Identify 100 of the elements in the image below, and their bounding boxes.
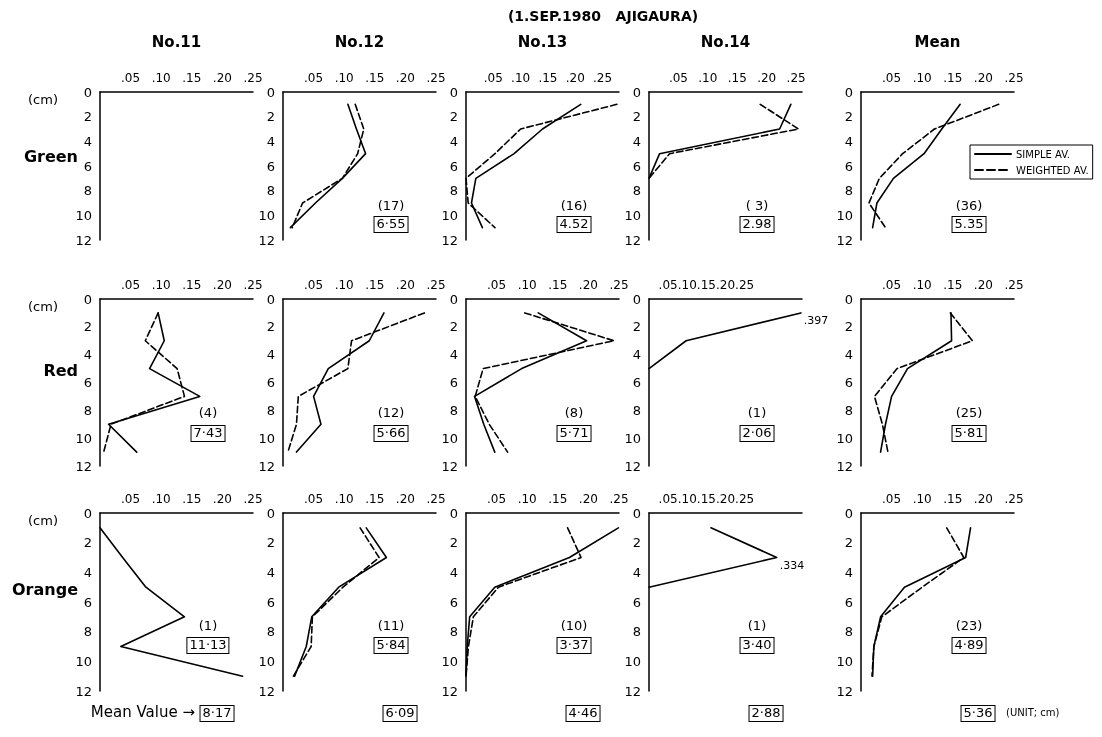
annotation: 4·89	[951, 636, 987, 654]
x-tick-label: .25	[735, 278, 755, 292]
annotation: (1)	[747, 617, 767, 634]
annotation: 5·66	[373, 424, 409, 442]
y-tick-label: 12	[624, 683, 641, 699]
y-tick-label: 4	[266, 133, 275, 149]
y-tick-label: 0	[266, 84, 275, 100]
annotation: 5.35	[951, 215, 987, 233]
x-tick-label: .25	[243, 278, 263, 292]
x-tick-label: .15	[943, 71, 963, 85]
x-tick-label: .05	[487, 492, 507, 506]
y-tick-label: 12	[441, 232, 458, 248]
x-tick-label: .05	[483, 71, 503, 85]
x-tick-label: .25	[1004, 492, 1024, 506]
chart-title: Mean	[914, 33, 961, 52]
y-tick-label: 8	[844, 624, 853, 640]
annotation: (17)	[377, 198, 405, 215]
y-tick-label: 6	[266, 158, 275, 174]
x-tick-label: .15	[696, 492, 716, 506]
legend-label: SIMPLE AV.	[1016, 148, 1070, 160]
annotation: (11)	[377, 617, 405, 634]
chart-title: No.14	[700, 33, 751, 52]
y-tick-label: 10	[624, 653, 641, 669]
y-tick-label: 6	[844, 158, 853, 174]
y-axis-title: (cm)	[28, 92, 58, 108]
text: (UNIT; cm)	[1006, 707, 1060, 719]
y-tick-label: 4	[632, 133, 641, 149]
x-tick-label: .20	[715, 492, 736, 506]
x-tick-label: .10	[334, 278, 354, 292]
annotation: (16)	[560, 198, 588, 215]
y-tick-label: 12	[836, 683, 853, 699]
y-tick-label: 8	[632, 183, 641, 199]
text: Red	[43, 361, 78, 381]
y-tick-label: 10	[624, 430, 641, 446]
y-tick-label: 12	[836, 458, 853, 474]
annotation: (10)	[560, 617, 588, 634]
line-series	[474, 312, 615, 453]
y-tick-label: 10	[258, 207, 275, 223]
y-tick-label: 10	[441, 430, 458, 446]
annotation: 3·37	[556, 636, 592, 654]
x-tick-label: .20	[973, 71, 993, 85]
y-tick-label: 12	[75, 232, 92, 248]
y-tick-label: 8	[449, 402, 458, 418]
y-tick-label: 0	[266, 505, 275, 521]
y-tick-label: 6	[844, 594, 853, 610]
y-tick-label: 0	[632, 291, 641, 307]
x-tick-label: .10	[517, 492, 537, 506]
x-tick-label: .05	[121, 492, 141, 506]
y-tick-label: 4	[844, 347, 853, 363]
y-tick-label: 2	[844, 535, 853, 551]
y-tick-label: 8	[83, 402, 92, 418]
annotation: 5·71	[556, 424, 592, 442]
x-tick-label: .10	[517, 278, 537, 292]
y-tick-label: 4	[449, 564, 458, 580]
x-tick-label: .20	[395, 278, 415, 292]
y-tick-label: 4	[266, 564, 275, 580]
y-tick-label: 10	[75, 430, 92, 446]
y-tick-label: 10	[624, 207, 641, 223]
x-tick-label: .05	[304, 492, 324, 506]
y-tick-label: 2	[844, 319, 853, 335]
annotation: 5·84	[373, 636, 409, 654]
y-tick-label: 6	[83, 594, 92, 610]
x-tick-label: .10	[912, 492, 932, 506]
y-tick-label: 4	[83, 347, 92, 363]
x-tick-label: .20	[395, 71, 415, 85]
x-tick-label: .05	[121, 71, 141, 85]
x-tick-label: .20	[212, 71, 232, 85]
y-tick-label: 8	[266, 402, 275, 418]
x-tick-label: .20	[565, 71, 585, 85]
x-tick-label: .20	[973, 278, 993, 292]
annotation: 3·40	[739, 636, 775, 654]
y-tick-label: 2	[632, 319, 641, 335]
y-tick-label: 4	[632, 347, 641, 363]
annotation: (8)	[564, 405, 584, 422]
text: Orange	[12, 579, 78, 600]
y-tick-label: 12	[836, 232, 853, 248]
y-tick-label: 2	[632, 109, 641, 125]
y-tick-label: 2	[83, 109, 92, 125]
y-axis-title: (cm)	[28, 299, 58, 315]
x-tick-label: .10	[698, 71, 718, 85]
x-tick-label: .05	[121, 278, 141, 292]
y-tick-label: 6	[844, 375, 853, 390]
x-tick-label: .15	[365, 278, 385, 292]
text: 6·09	[382, 705, 418, 722]
line-series	[868, 103, 1000, 229]
annotation: 7·43	[190, 424, 226, 442]
x-tick-label: .10	[677, 278, 697, 292]
annotation: .397	[803, 313, 829, 328]
x-tick-label: .10	[334, 492, 354, 506]
x-tick-label: .25	[426, 278, 446, 292]
x-tick-label: .15	[548, 278, 568, 292]
y-tick-label: 12	[258, 458, 275, 474]
x-tick-label: .15	[182, 492, 202, 506]
x-tick-label: .15	[365, 71, 385, 85]
x-tick-label: .10	[677, 492, 697, 506]
y-tick-label: 8	[449, 624, 458, 640]
annotation: (36)	[955, 198, 983, 215]
y-tick-label: 12	[258, 683, 275, 699]
chart-title: No.12	[334, 33, 385, 52]
y-tick-label: 0	[83, 291, 92, 307]
